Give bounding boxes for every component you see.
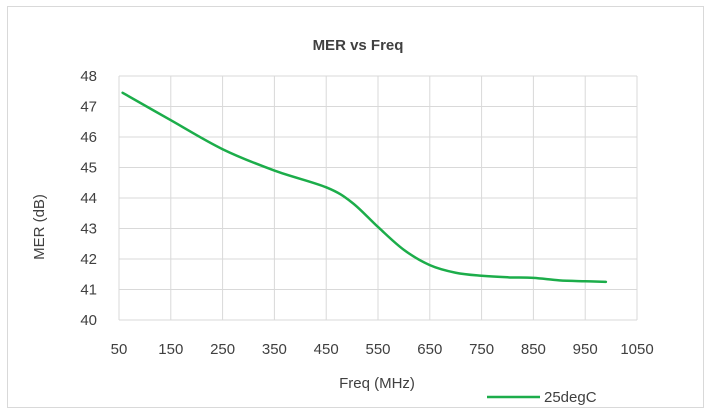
x-tick-label: 150 bbox=[158, 341, 183, 358]
x-tick-label: 850 bbox=[521, 341, 546, 358]
x-axis-label: Freq (MHz) bbox=[339, 375, 415, 392]
y-tick-label: 42 bbox=[80, 251, 97, 268]
x-tick-label: 50 bbox=[111, 341, 128, 358]
y-tick-label: 40 bbox=[80, 312, 97, 329]
y-tick-labels: 40 41 42 43 44 45 46 47 48 bbox=[80, 68, 97, 329]
y-tick-label: 45 bbox=[80, 160, 97, 177]
x-tick-label: 950 bbox=[573, 341, 598, 358]
grid bbox=[119, 76, 637, 320]
x-tick-labels: 50 150 250 350 450 550 650 750 850 950 1050 bbox=[111, 341, 654, 358]
y-axis-label: MER (dB) bbox=[31, 194, 48, 260]
chart-title: MER vs Freq bbox=[313, 37, 404, 54]
x-tick-label: 1050 bbox=[620, 341, 653, 358]
y-tick-label: 46 bbox=[80, 129, 97, 146]
x-tick-label: 650 bbox=[417, 341, 442, 358]
y-tick-label: 47 bbox=[80, 99, 97, 116]
x-tick-label: 250 bbox=[210, 341, 235, 358]
legend-label-25degc: 25degC bbox=[544, 389, 597, 406]
y-tick-label: 48 bbox=[80, 68, 97, 85]
x-tick-label: 550 bbox=[365, 341, 390, 358]
y-tick-label: 43 bbox=[80, 221, 97, 238]
x-tick-label: 450 bbox=[314, 341, 339, 358]
y-tick-label: 44 bbox=[80, 190, 97, 207]
x-tick-label: 350 bbox=[262, 341, 287, 358]
y-tick-label: 41 bbox=[80, 282, 97, 299]
x-tick-label: 750 bbox=[469, 341, 494, 358]
legend: 25degC bbox=[487, 389, 597, 406]
